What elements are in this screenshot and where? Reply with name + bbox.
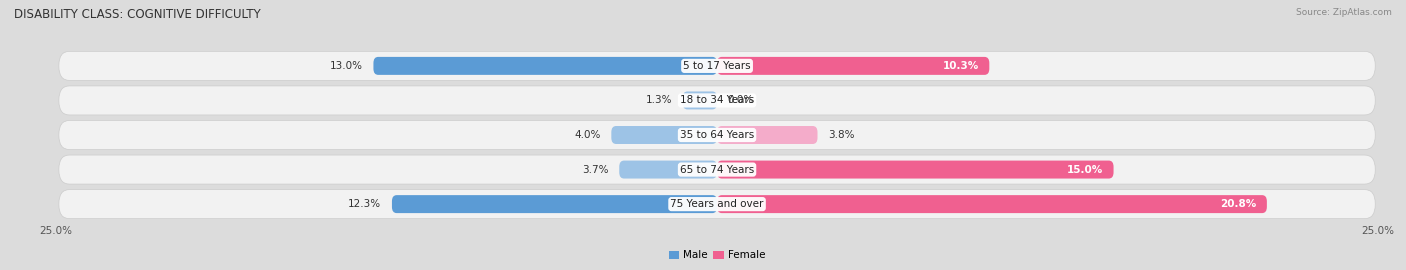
Text: 35 to 64 Years: 35 to 64 Years bbox=[681, 130, 754, 140]
Text: 65 to 74 Years: 65 to 74 Years bbox=[681, 164, 754, 175]
Text: 13.0%: 13.0% bbox=[330, 61, 363, 71]
Text: 5 to 17 Years: 5 to 17 Years bbox=[683, 61, 751, 71]
FancyBboxPatch shape bbox=[717, 161, 1114, 178]
FancyBboxPatch shape bbox=[59, 86, 1375, 115]
FancyBboxPatch shape bbox=[717, 126, 817, 144]
FancyBboxPatch shape bbox=[374, 57, 717, 75]
FancyBboxPatch shape bbox=[612, 126, 717, 144]
Text: 20.8%: 20.8% bbox=[1220, 199, 1257, 209]
Text: 3.8%: 3.8% bbox=[828, 130, 855, 140]
Text: 18 to 34 Years: 18 to 34 Years bbox=[681, 95, 754, 106]
FancyBboxPatch shape bbox=[59, 155, 1375, 184]
Text: 12.3%: 12.3% bbox=[349, 199, 381, 209]
FancyBboxPatch shape bbox=[59, 51, 1375, 80]
Text: 75 Years and over: 75 Years and over bbox=[671, 199, 763, 209]
Text: 4.0%: 4.0% bbox=[575, 130, 600, 140]
FancyBboxPatch shape bbox=[59, 120, 1375, 150]
FancyBboxPatch shape bbox=[717, 57, 990, 75]
Text: Source: ZipAtlas.com: Source: ZipAtlas.com bbox=[1296, 8, 1392, 17]
Text: 10.3%: 10.3% bbox=[942, 61, 979, 71]
Text: DISABILITY CLASS: COGNITIVE DIFFICULTY: DISABILITY CLASS: COGNITIVE DIFFICULTY bbox=[14, 8, 260, 21]
FancyBboxPatch shape bbox=[59, 190, 1375, 219]
Legend: Male, Female: Male, Female bbox=[665, 246, 769, 265]
FancyBboxPatch shape bbox=[619, 161, 717, 178]
Text: 3.7%: 3.7% bbox=[582, 164, 609, 175]
FancyBboxPatch shape bbox=[717, 195, 1267, 213]
Text: 15.0%: 15.0% bbox=[1067, 164, 1102, 175]
Text: 0.0%: 0.0% bbox=[728, 95, 754, 106]
FancyBboxPatch shape bbox=[683, 92, 717, 109]
Text: 1.3%: 1.3% bbox=[645, 95, 672, 106]
FancyBboxPatch shape bbox=[392, 195, 717, 213]
